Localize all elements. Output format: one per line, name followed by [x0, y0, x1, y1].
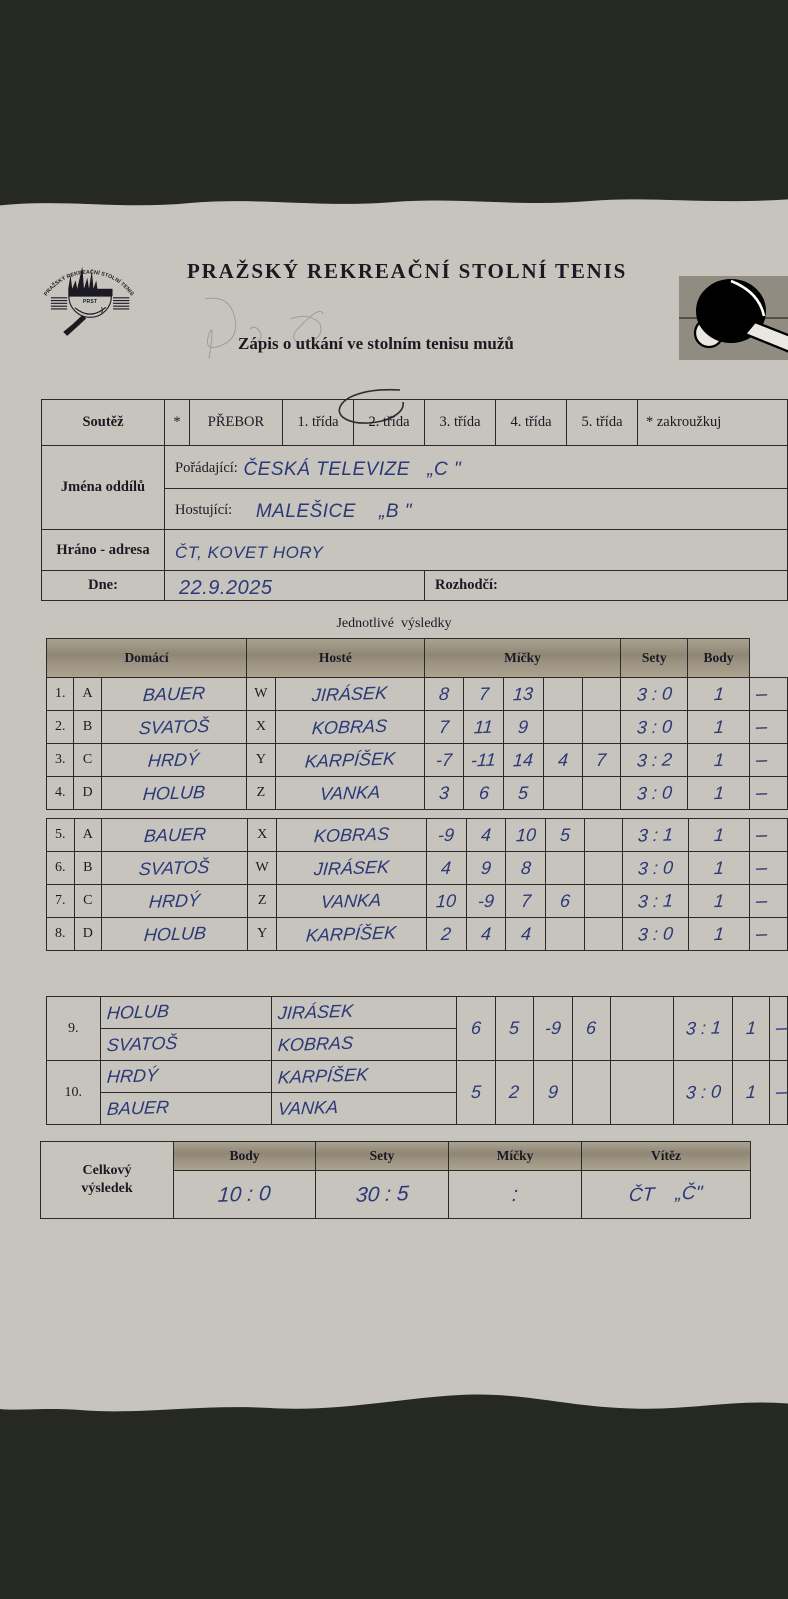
- svg-text:PRST: PRST: [83, 299, 98, 305]
